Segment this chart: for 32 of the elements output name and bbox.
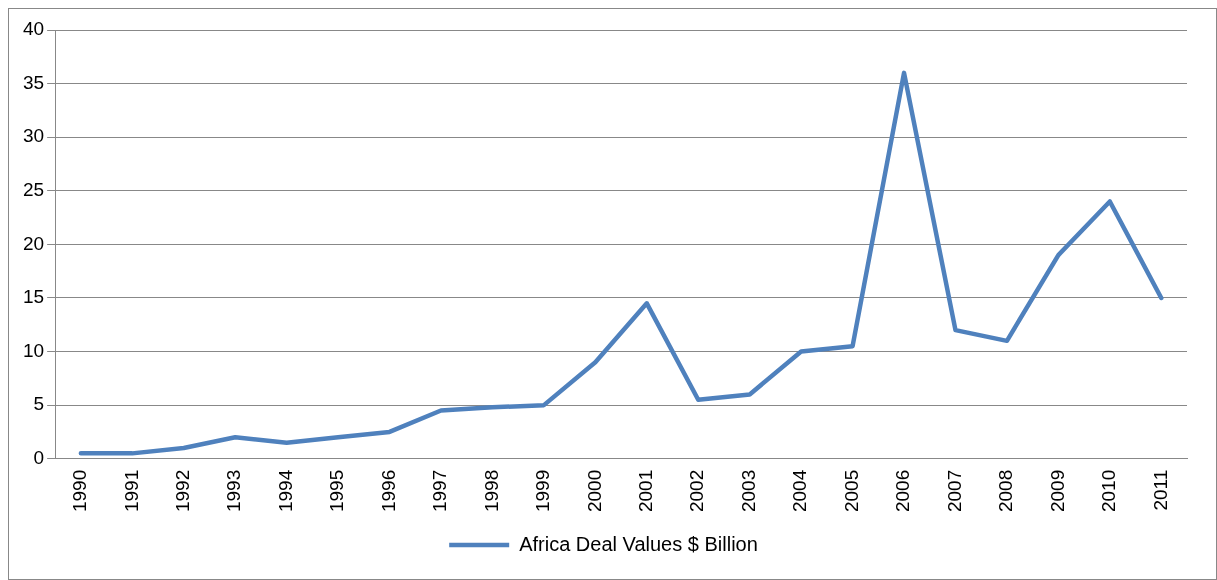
y-tick-label: 30: [22, 125, 45, 147]
y-tick-label: 40: [22, 18, 45, 40]
y-tick-label: 15: [22, 286, 45, 308]
x-tick-label: 1996: [377, 469, 399, 513]
y-tick-label: 10: [22, 339, 45, 361]
x-tick-label: 2006: [892, 469, 914, 513]
y-tick-label: 35: [22, 71, 45, 93]
x-tick-label: 1992: [171, 469, 193, 513]
x-tick-label: 2007: [943, 469, 965, 513]
x-tick-label: 1998: [480, 469, 502, 513]
x-tick-label: 2000: [583, 469, 605, 513]
x-tick-label: 2001: [635, 469, 657, 513]
x-tick-label: 1990: [69, 469, 91, 513]
x-tick-label: 1994: [274, 469, 296, 513]
y-tick-label: 0: [33, 446, 45, 468]
x-tick-label: 2010: [1098, 469, 1120, 513]
x-tick-label: 2002: [686, 469, 708, 513]
x-tick-label: 2009: [1046, 469, 1068, 513]
x-tick-label: 2005: [840, 469, 862, 513]
x-tick-label: 2008: [995, 469, 1017, 513]
x-tick-label: 2011: [1149, 469, 1171, 511]
x-tick-label: 2003: [737, 469, 759, 513]
y-tick-label: 20: [22, 232, 45, 254]
y-tick-label: 5: [33, 393, 45, 415]
x-tick-label: 1993: [223, 469, 245, 513]
x-tick-label: 2004: [789, 469, 811, 513]
x-tick-label: 1997: [429, 469, 451, 513]
y-tick-label: 25: [22, 179, 45, 201]
x-tick-label: 1991: [120, 469, 142, 513]
x-tick-label: 1999: [532, 469, 554, 513]
legend-label: Africa Deal Values $ Billion: [519, 532, 758, 555]
x-tick-label: 1995: [326, 469, 348, 513]
